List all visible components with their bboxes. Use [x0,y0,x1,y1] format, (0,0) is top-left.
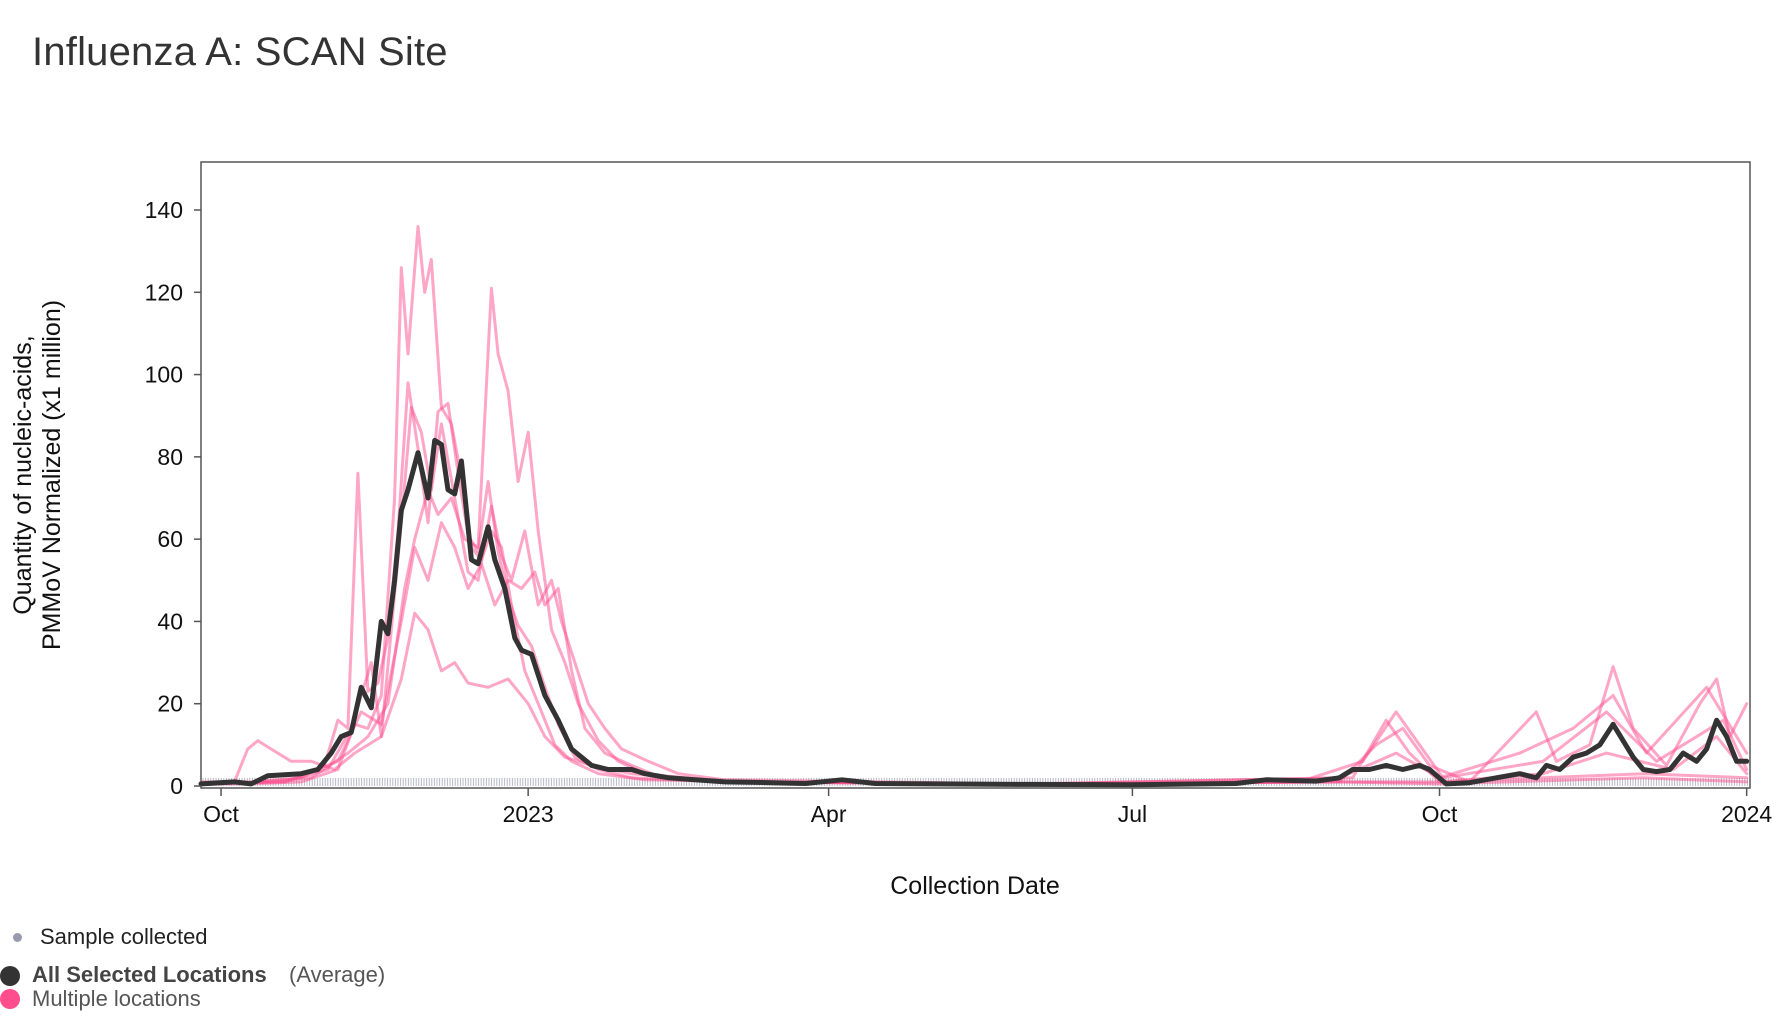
average-dot-icon [0,966,20,986]
series-line-location-4 [199,611,1749,786]
y-tick-label: 140 [145,197,183,223]
x-tick-label: 2024 [1721,801,1772,827]
series-line-average [198,437,1750,788]
x-axis-title: Collection Date [890,872,1060,900]
y-tick-label: 60 [157,526,183,552]
series-layer [198,225,1750,788]
y-tick-label: 40 [157,608,183,634]
multiple-dot-icon [0,989,20,1009]
series-line-location-2 [199,225,1749,786]
y-tick-label: 0 [170,773,183,799]
plot-frame [200,161,1751,789]
x-tick-label: Oct [1422,801,1458,827]
x-tick-label: Jul [1118,801,1147,827]
legend-multiple-label: Multiple locations [32,986,201,1011]
series-line-location-6 [199,521,1749,786]
y-axis-title-line-1: Quantity of nucleic-acids, [9,335,37,614]
series-line-location-3 [199,286,1749,787]
y-axis: 0 20 40 60 80 100 120 140 [145,197,201,799]
sample-dot-icon [13,933,22,942]
legend-sample-label: Sample collected [40,924,208,949]
x-tick-label: Apr [811,801,847,827]
legend-average-suffix: (Average) [289,962,386,987]
legend-average-label: All Selected Locations [32,962,267,987]
y-tick-label: 100 [145,362,183,388]
y-tick-label: 120 [145,279,183,305]
page-title: Influenza A: SCAN Site [32,30,448,74]
x-tick-label: Oct [203,801,239,827]
x-tick-label: 2023 [503,801,554,827]
y-tick-label: 80 [157,444,183,470]
y-tick-label: 20 [157,691,183,717]
y-axis-title-line-2: PMMoV Normalized (x1 million) [38,300,66,650]
x-axis: Oct 2023 Apr Jul Oct 2024 [203,788,1772,827]
